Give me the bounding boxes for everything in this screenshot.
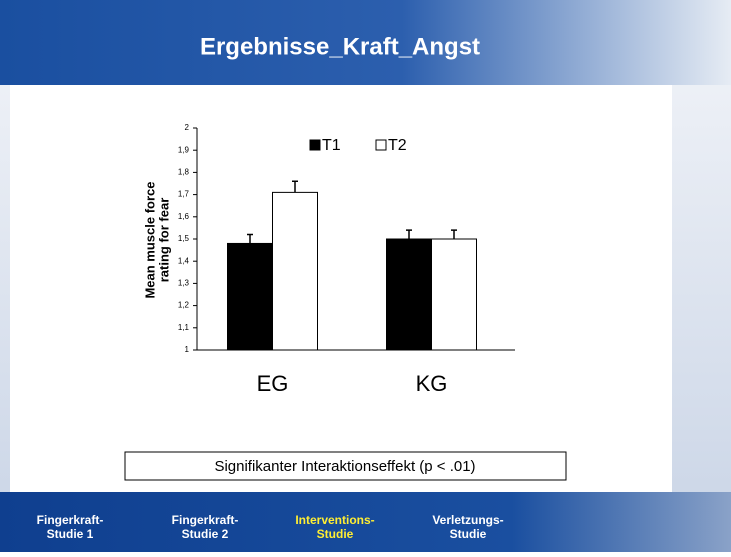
y-tick-label: 1,3 <box>178 279 190 288</box>
slide-title: Ergebnisse_Kraft_Angst <box>200 33 480 60</box>
nav-item: Studie <box>317 527 354 541</box>
legend-swatch <box>375 139 387 151</box>
bar <box>431 238 477 351</box>
y-tick-label: 1,5 <box>178 234 190 243</box>
legend-label: T2 <box>388 137 407 154</box>
error-bar <box>451 229 457 239</box>
error-bar <box>292 180 298 193</box>
y-tick-label: 1,8 <box>178 168 190 177</box>
nav-item: Fingerkraft- <box>37 513 104 527</box>
legend-swatch <box>309 139 321 151</box>
note-box <box>124 451 567 481</box>
y-tick-label: 1,9 <box>178 145 190 154</box>
y-tick-label: 1,7 <box>178 190 190 199</box>
nav-item: Verletzungs- <box>432 513 503 527</box>
nav-item: Fingerkraft- <box>172 513 239 527</box>
x-tick-label: EG <box>257 371 289 396</box>
y-tick-label: 2 <box>185 123 190 132</box>
bar <box>272 191 318 351</box>
nav-item: Interventions- <box>295 513 374 527</box>
error-bar <box>406 229 412 239</box>
legend-label: T1 <box>322 137 341 154</box>
y-tick-label: 1 <box>185 345 190 354</box>
y-tick-label: 1,4 <box>178 256 190 265</box>
nav-band <box>0 492 731 552</box>
y-tick-label: 1,1 <box>178 323 190 332</box>
y-axis-label: Mean muscle force <box>142 181 157 298</box>
y-axis-label: rating for fear <box>156 198 171 283</box>
header-band <box>0 0 731 85</box>
y-tick-label: 1,6 <box>178 212 190 221</box>
bar <box>227 242 273 351</box>
nav-item: Studie 1 <box>47 527 94 541</box>
content-area <box>10 85 672 492</box>
x-tick-label: KG <box>416 371 448 396</box>
nav-item: Studie 2 <box>182 527 229 541</box>
note: Signifikanter Interaktionseffekt (p < .0… <box>214 458 475 475</box>
y-tick-label: 1,2 <box>178 301 190 310</box>
error-bar <box>247 233 253 244</box>
bar <box>386 238 432 351</box>
nav-item: Studie <box>450 527 487 541</box>
